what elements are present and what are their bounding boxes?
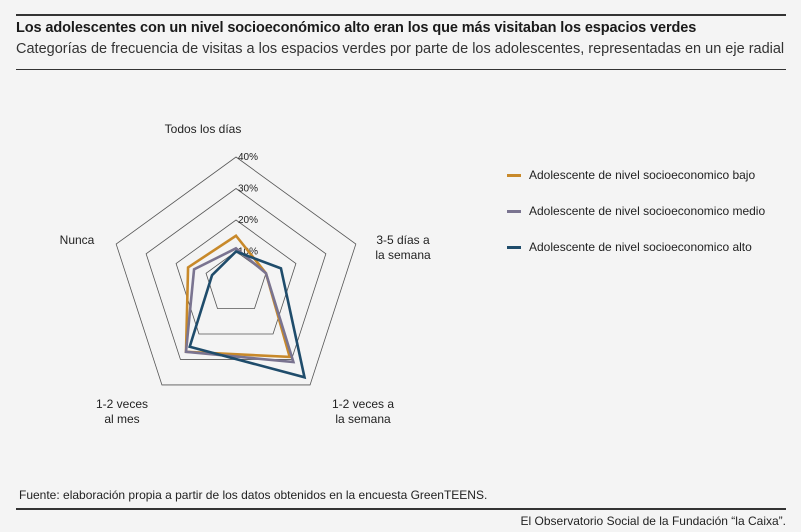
- legend-swatch-low: [507, 173, 521, 177]
- source-note: Fuente: elaboración propia a partir de l…: [19, 488, 488, 502]
- legend-label-medium: Adolescente de nivel socioeconomico medi…: [529, 204, 766, 218]
- axis-label-3-5-week: 3-5 días a la semana: [375, 233, 431, 262]
- tick-label-40pct: 40%: [238, 152, 258, 163]
- legend-item-medium: Adolescente de nivel socioeconomico medi…: [507, 204, 765, 218]
- legend-label-high: Adolescente de nivel socioeconomico alto: [529, 240, 752, 254]
- legend-swatch-medium: [507, 209, 521, 213]
- footer-credit: El Observatorio Social de la Fundación “…: [520, 514, 786, 528]
- grid-ring-2: [175, 219, 297, 335]
- legend-swatch-high: [507, 245, 521, 249]
- legend-item-low: Adolescente de nivel socioeconomico bajo: [507, 168, 755, 182]
- tick-label-30pct: 30%: [238, 184, 258, 195]
- legend-label-low: Adolescente de nivel socioeconomico bajo: [529, 168, 756, 182]
- top-rule: [16, 14, 786, 16]
- chart-subtitle: Categorías de frecuencia de visitas a lo…: [16, 41, 785, 57]
- series-polygon-low: [184, 234, 292, 359]
- axis-label-never: Nunca: [59, 233, 95, 247]
- axis-label-daily: Todos los días: [164, 122, 242, 136]
- tick-label-20pct: 20%: [238, 215, 258, 226]
- axis-label-1-2-week: 1-2 veces a la semana: [331, 397, 395, 426]
- series-polygon-high: [188, 249, 307, 380]
- header-rule: [16, 69, 786, 70]
- bottom-rule: [16, 508, 786, 510]
- series-polygon-medium: [184, 246, 296, 364]
- axis-label-1-2-month: 1-2 veces al mes: [95, 397, 149, 426]
- chart-title: Los adolescentes con un nivel socioeconó…: [16, 20, 697, 36]
- legend-item-high: Adolescente de nivel socioeconomico alto: [507, 240, 752, 254]
- grid-ring-4: [115, 156, 357, 386]
